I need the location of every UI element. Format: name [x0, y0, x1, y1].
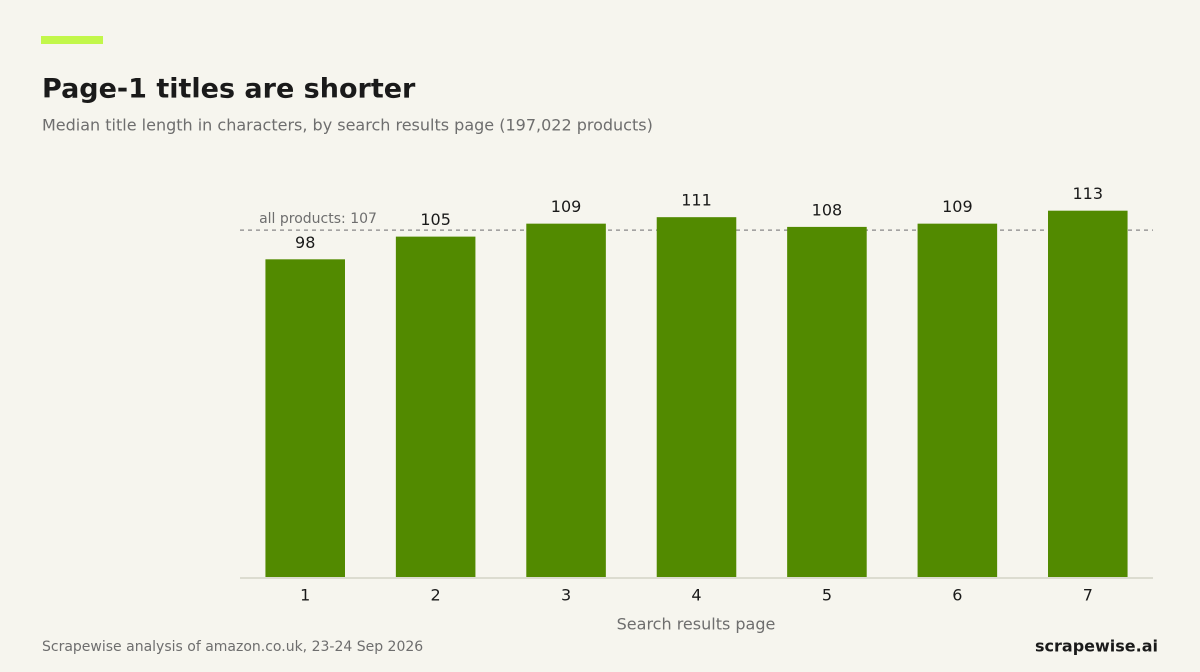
value-label: 98: [295, 233, 315, 252]
bar: [787, 226, 867, 577]
bar: [265, 259, 345, 577]
value-label: 109: [942, 197, 973, 216]
bar: [395, 236, 476, 577]
value-label: 108: [812, 200, 843, 219]
x-tick-label: 1: [300, 586, 310, 605]
x-axis-label: Search results page: [617, 615, 776, 634]
bar: [656, 217, 737, 578]
source: Scrapewise analysis of amazon.co.uk, 23-…: [42, 639, 423, 655]
value-label: 105: [420, 210, 451, 229]
reference-label: all products: 107: [259, 211, 377, 227]
value-label: 111: [681, 191, 712, 210]
bar: [526, 223, 606, 578]
x-tick-label: 2: [431, 586, 441, 605]
brand: scrapewise.ai: [1035, 637, 1158, 656]
bar: [917, 223, 998, 578]
reference-label-bg: [256, 208, 380, 227]
accent-bar: [41, 36, 103, 44]
value-label: 113: [1073, 184, 1104, 203]
value-label: 109: [551, 197, 582, 216]
x-tick-label: 7: [1083, 586, 1093, 605]
x-tick-label: 3: [561, 586, 571, 605]
bar: [1048, 210, 1128, 578]
x-tick-label: 6: [952, 586, 962, 605]
x-tick-label: 4: [691, 586, 701, 605]
x-tick-label: 5: [822, 586, 832, 605]
chart-subtitle: Median title length in characters, by se…: [42, 116, 653, 135]
chart-title: Page-1 titles are shorter: [42, 74, 416, 105]
